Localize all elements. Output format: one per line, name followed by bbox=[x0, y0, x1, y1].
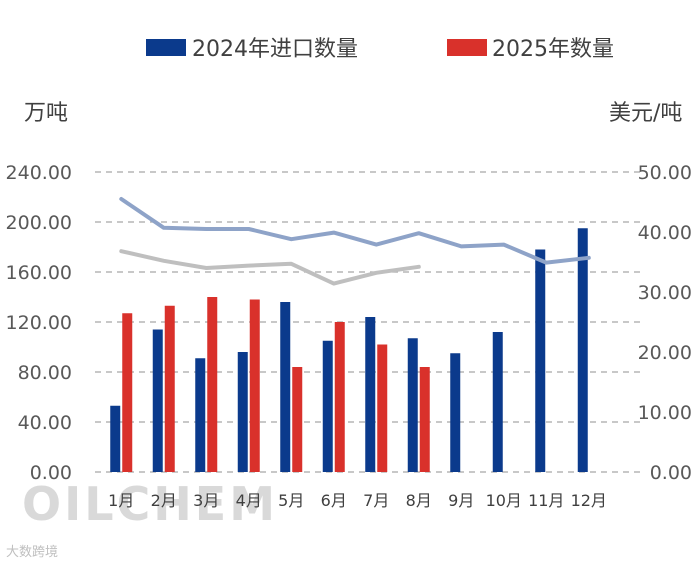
bar-2025 bbox=[292, 367, 303, 472]
category-label: 11月 bbox=[528, 491, 564, 510]
legend-swatch-2024 bbox=[146, 39, 186, 56]
category-label: 5月 bbox=[278, 491, 304, 510]
category-label: 1月 bbox=[108, 491, 134, 510]
bar-2025 bbox=[122, 313, 133, 472]
left-tick-label: 0.00 bbox=[30, 462, 72, 484]
category-label: 12月 bbox=[571, 491, 607, 510]
category-label: 9月 bbox=[448, 491, 474, 510]
bar-2025 bbox=[207, 297, 218, 472]
right-axis-unit: 美元/吨 bbox=[609, 101, 682, 126]
left-tick-label: 80.00 bbox=[18, 362, 72, 384]
right-tick-label: 10.00 bbox=[638, 402, 692, 424]
right-tick-label: 30.00 bbox=[638, 282, 692, 304]
bar-2024 bbox=[450, 353, 461, 472]
legend-label-2025: 2025年数量 bbox=[492, 37, 614, 62]
bar-2025 bbox=[419, 367, 430, 472]
price-line-2024 bbox=[119, 197, 591, 265]
bar-2024 bbox=[195, 358, 206, 472]
bar-2024 bbox=[322, 340, 333, 472]
legend: 2024年进口数量 2025年数量 bbox=[146, 37, 614, 62]
bar-2024 bbox=[365, 317, 376, 472]
watermark-footer: 大数跨境 bbox=[6, 545, 58, 560]
right-tick-label: 0.00 bbox=[650, 462, 692, 484]
bar-2025 bbox=[334, 322, 345, 472]
left-axis-unit: 万吨 bbox=[24, 101, 68, 126]
bar-2025 bbox=[377, 344, 388, 472]
legend-label-2024: 2024年进口数量 bbox=[192, 37, 358, 62]
left-tick-label: 160.00 bbox=[6, 262, 72, 284]
left-tick-label: 200.00 bbox=[6, 212, 72, 234]
bar-2024 bbox=[110, 405, 121, 472]
bar-2025 bbox=[164, 305, 175, 472]
bar-2024 bbox=[492, 332, 503, 472]
right-tick-label: 20.00 bbox=[638, 342, 692, 364]
bar-2024 bbox=[280, 302, 291, 472]
left-tick-label: 120.00 bbox=[6, 312, 72, 334]
bar-2024 bbox=[577, 228, 588, 472]
right-tick-label: 40.00 bbox=[638, 222, 692, 244]
bar-2024 bbox=[152, 329, 163, 472]
right-tick-label: 50.00 bbox=[638, 162, 692, 184]
category-label: 7月 bbox=[363, 491, 389, 510]
left-tick-label: 240.00 bbox=[6, 162, 72, 184]
category-label: 3月 bbox=[193, 491, 219, 510]
bar-2024 bbox=[535, 249, 546, 472]
left-tick-label: 40.00 bbox=[18, 412, 72, 434]
bar-2024 bbox=[407, 338, 418, 472]
category-label: 4月 bbox=[236, 491, 262, 510]
category-label: 2月 bbox=[151, 491, 177, 510]
category-label: 6月 bbox=[321, 491, 347, 510]
bar-2025 bbox=[249, 299, 260, 472]
price-line-2025 bbox=[119, 249, 421, 286]
category-label: 10月 bbox=[486, 491, 522, 510]
watermark-logo: OILCHEM bbox=[22, 477, 278, 531]
legend-swatch-2025 bbox=[447, 39, 487, 56]
bar-2024 bbox=[237, 352, 248, 472]
category-label: 8月 bbox=[406, 491, 432, 510]
